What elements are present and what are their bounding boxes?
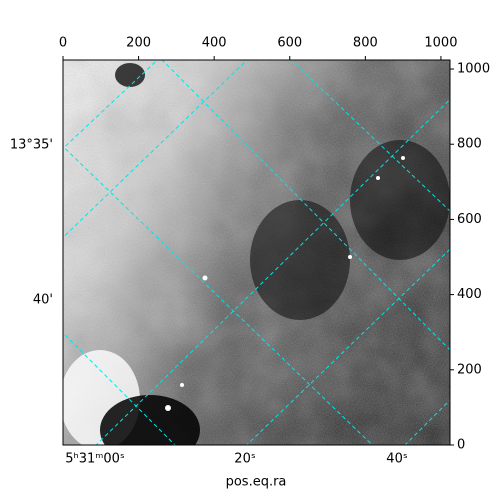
y-tick-label: 0 xyxy=(457,438,465,453)
x-tick-label: 600 xyxy=(277,36,302,51)
x-axis-label: pos.eq.ra xyxy=(226,475,287,490)
y-tick-label: 800 xyxy=(457,137,482,152)
y-tick-label: 600 xyxy=(457,212,482,227)
ra-tick-label: 40ˢ xyxy=(386,452,408,467)
y-tick-label: 200 xyxy=(457,362,482,377)
x-tick-label: 800 xyxy=(353,36,378,51)
x-tick-label: 0 xyxy=(59,36,67,51)
ra-tick-label: 5ʰ31ᵐ00ˢ xyxy=(65,452,125,467)
y-tick-label: 400 xyxy=(457,287,482,302)
frame xyxy=(62,59,451,446)
image xyxy=(63,60,450,445)
x-tick-label: 1000 xyxy=(424,36,457,51)
x-tick-label: 200 xyxy=(126,36,151,51)
dec-tick-label: 13°35' xyxy=(10,138,53,153)
ra-tick-label: 20ˢ xyxy=(234,452,256,467)
y-tick-label: 1000 xyxy=(457,62,490,77)
x-tick-label: 400 xyxy=(202,36,227,51)
dec-tick-label: 40' xyxy=(33,293,53,308)
